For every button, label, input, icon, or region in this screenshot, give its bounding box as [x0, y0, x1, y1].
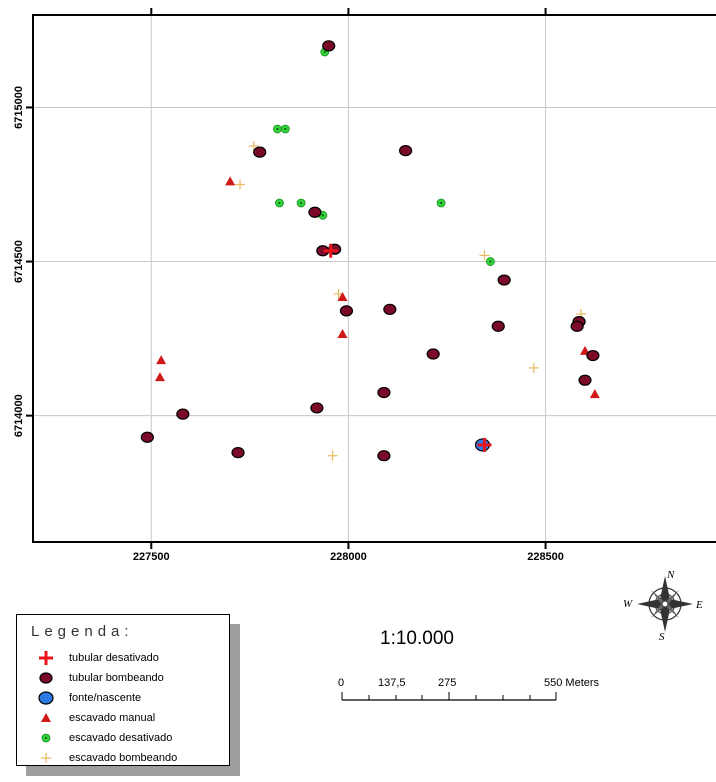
legend-label: fonte/nascente: [69, 692, 142, 704]
point-escavado-manual: [589, 389, 600, 399]
point-escavado-manual: [225, 176, 236, 186]
point-tubular-bombeando: [570, 320, 584, 332]
point-tubular-bombeando: [377, 386, 391, 399]
point-tubular-bombeando: [231, 447, 245, 459]
legend: Legenda: tubular desativado tubular bombe…: [16, 614, 230, 766]
legend-symbol-tubular-bombeando: [39, 672, 53, 684]
legend-mark: [39, 672, 53, 684]
point-tubular-bombeando: [578, 374, 592, 386]
scale-label-0: 0: [338, 677, 344, 689]
point-escavado-desativado: [273, 124, 282, 134]
point-tubular-bombeando: [339, 305, 354, 317]
point-escavado-manual: [337, 328, 348, 338]
legend-label: tubular bombeando: [69, 672, 164, 684]
point-tubular-bombeando: [377, 450, 391, 462]
legend-label: escavado desativado: [69, 732, 173, 744]
legend-label: tubular desativado: [69, 652, 159, 664]
legend-item-escavado-bombeando: escavado bombeando: [35, 749, 225, 767]
point-tubular-bombeando: [426, 348, 440, 360]
point-escavado-bombeando: [248, 140, 259, 151]
point-tubular-bombeando: [176, 408, 190, 420]
legend-item-escavado-manual: escavado manual: [35, 709, 225, 727]
scale-label-2: 275: [438, 677, 456, 689]
legend-item-tubular-desativado: tubular desativado: [35, 649, 225, 667]
point-escavado-manual: [154, 372, 165, 382]
point-tubular-bombeando: [322, 40, 336, 52]
point-escavado-desativado: [436, 198, 446, 208]
legend-symbol-escavado-desativado: [41, 733, 51, 743]
point-tubular-desativado: [477, 437, 492, 452]
point-tubular-bombeando: [253, 146, 267, 158]
map-frame: [32, 14, 716, 543]
point-escavado-desativado: [296, 198, 306, 208]
legend-mark: [38, 691, 54, 705]
x-tick-label: 228000: [330, 551, 367, 563]
compass-s: S: [659, 631, 665, 643]
point-escavado-desativado: [280, 124, 290, 134]
legend-item-tubular-bombeando: tubular bombeando: [35, 669, 225, 687]
point-escavado-manual: [156, 355, 167, 365]
point-escavado-manual: [337, 291, 348, 301]
x-tick-label: 227500: [133, 551, 170, 563]
point-tubular-desativado: [323, 243, 338, 258]
legend-title: Legenda:: [31, 623, 134, 640]
point-escavado-bombeando: [479, 250, 490, 261]
point-tubular-bombeando: [497, 274, 511, 286]
point-escavado-bombeando: [528, 362, 539, 373]
point-escavado-bombeando: [327, 450, 338, 461]
legend-item-escavado-desativado: escavado desativado: [35, 729, 225, 747]
scale-label-3: 550 Meters: [544, 677, 600, 689]
point-tubular-bombeando: [399, 145, 413, 157]
legend-mark: [41, 753, 51, 763]
point-tubular-bombeando: [491, 320, 505, 332]
legend-symbol-fonte-nascente: [38, 691, 54, 705]
point-tubular-bombeando: [308, 206, 322, 218]
x-tick-label: 228500: [527, 551, 564, 563]
legend-symbol-escavado-manual: [41, 713, 51, 722]
legend-symbol-tubular-desativado: [39, 651, 53, 665]
legend-mark: [41, 713, 51, 722]
compass-e: E: [695, 599, 703, 611]
grid-lines: [33, 15, 716, 542]
scale-ratio: 1:10.000: [380, 628, 454, 649]
legend-label: escavado bombeando: [69, 752, 178, 764]
legend-symbol-escavado-bombeando: [41, 753, 51, 763]
point-escavado-desativado: [275, 198, 284, 208]
point-tubular-bombeando: [140, 431, 154, 443]
compass-w: W: [623, 598, 633, 610]
point-escavado-bombeando: [235, 179, 245, 190]
legend-label: escavado manual: [69, 712, 156, 724]
point-escavado-desativado: [485, 257, 495, 266]
points-layer: [140, 40, 600, 462]
scale-label-1: 137,5: [378, 677, 406, 689]
scale-bar: 0 137,5 275 550 Meters: [338, 677, 600, 701]
compass-n: N: [666, 569, 675, 581]
point-tubular-bombeando: [310, 402, 324, 414]
y-tick-label: 6714000: [13, 394, 25, 437]
y-tick-label: 6715000: [13, 86, 25, 129]
legend-mark: [41, 733, 51, 743]
legend-mark: [39, 651, 53, 665]
legend-item-fonte-nascente: fonte/nascente: [35, 689, 225, 707]
y-tick-label: 6714500: [13, 240, 25, 283]
point-tubular-bombeando: [586, 349, 600, 362]
point-tubular-bombeando: [383, 303, 397, 315]
compass-rose: N S E W: [623, 569, 703, 643]
axis-ticks: 227500 228000 228500 6715000 6714500 6714000: [13, 8, 564, 563]
